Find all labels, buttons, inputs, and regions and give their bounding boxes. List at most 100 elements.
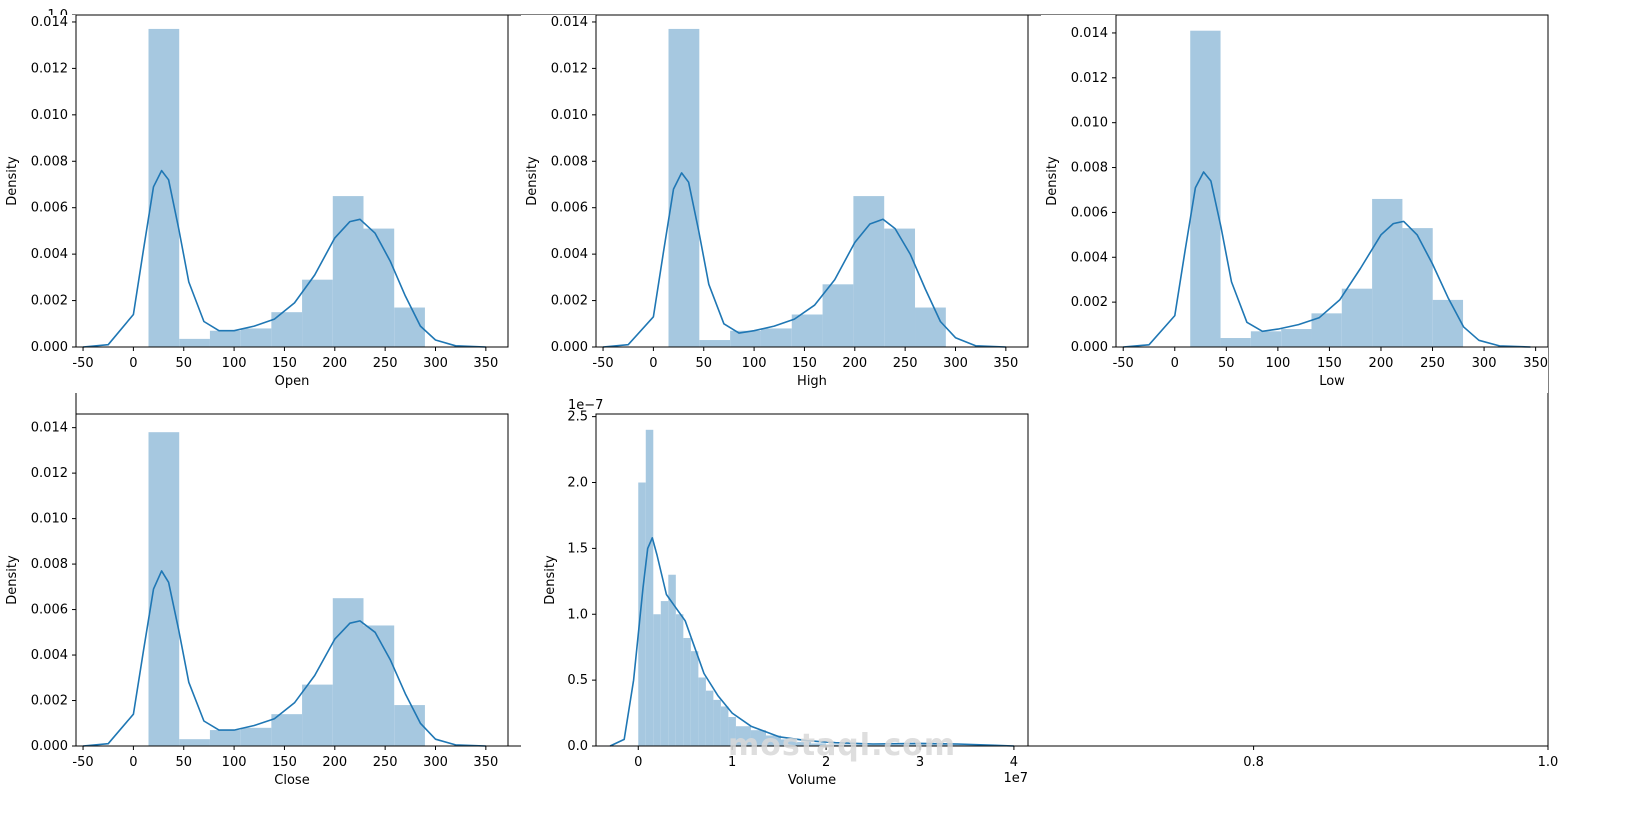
- ytick-label: 0.000: [31, 340, 68, 355]
- xtick-label: 0: [1171, 356, 1179, 371]
- ytick-label: 0.010: [551, 108, 588, 123]
- ytick-label: 0.008: [1071, 161, 1108, 176]
- histogram-bar: [1250, 331, 1282, 347]
- xtick-label: 300: [943, 356, 968, 371]
- ytick-label: 2.5: [567, 410, 588, 425]
- xtick-label: 1: [728, 755, 736, 770]
- xtick-label: 3: [916, 755, 924, 770]
- axes-frame: [1115, 14, 1549, 348]
- histogram-bar: [938, 744, 977, 746]
- histogram-bar: [394, 307, 425, 347]
- ytick-label: 0.010: [31, 108, 68, 123]
- xtick-label: 150: [272, 755, 297, 770]
- ytick-label: 1.5: [567, 541, 588, 556]
- kde-line: [602, 172, 1006, 348]
- ytick-label: 0.002: [1071, 295, 1108, 310]
- xtick-label: 100: [222, 356, 247, 371]
- ytick-label: 0.010: [31, 512, 68, 527]
- y-axis-label: Density: [5, 156, 20, 206]
- ytick-label: 0.014: [551, 15, 588, 30]
- histogram-bar: [394, 705, 425, 746]
- kde-line: [82, 169, 486, 348]
- histogram-bar: [683, 637, 691, 746]
- histogram-bar: [713, 699, 721, 746]
- xtick-label: 250: [373, 356, 398, 371]
- histogram-bar: [1341, 288, 1373, 347]
- x-axis-label: High: [797, 374, 827, 389]
- histogram-bar: [760, 328, 792, 347]
- histogram-bar: [884, 228, 916, 347]
- y-offset-label: 1e−7: [568, 398, 603, 413]
- subplot-close: -50 0 50 100 150 200 250 300 350 0.000 0.002 0.004 0…: [1, 413, 509, 792]
- histogram-bar: [698, 677, 706, 746]
- ytick-label: 0.014: [1071, 26, 1108, 41]
- histogram-bar: [1372, 198, 1403, 347]
- xtick-label: 350: [1523, 356, 1548, 371]
- histogram-bar: [240, 328, 272, 347]
- histogram-bar: [699, 340, 731, 347]
- ytick-label: 0.004: [31, 247, 68, 262]
- ytick-label: 0.004: [1071, 250, 1108, 265]
- watermark-logo: mostaql.com: [728, 728, 957, 763]
- xtick-label: 300: [1472, 356, 1497, 371]
- histogram-bar: [668, 28, 700, 348]
- ytick-label: 1.0: [567, 607, 588, 622]
- histogram-bar: [690, 651, 699, 746]
- kde-line: [609, 536, 1014, 747]
- histogram-bar: [1432, 299, 1464, 347]
- ytick-label: 0.002: [31, 694, 68, 709]
- histogram-bar: [1402, 228, 1433, 347]
- xtick-label: 0: [634, 755, 642, 770]
- histogram-bar: [796, 742, 812, 746]
- histogram-bar: [791, 314, 823, 347]
- xtick-label: 100: [742, 356, 767, 371]
- axes-frame: [595, 14, 1029, 348]
- ytick-label: 0.002: [551, 294, 588, 309]
- histogram-bar: [750, 730, 766, 746]
- axes-frame: [75, 413, 509, 747]
- xtick-label: -50: [592, 356, 613, 371]
- x-axis-label: Open: [275, 374, 310, 389]
- histogram-bar: [853, 196, 885, 347]
- ytick-label: 0.0: [567, 739, 588, 754]
- xtick-label: 250: [373, 755, 398, 770]
- histogram-bar: [705, 690, 714, 746]
- ytick-label: 0.006: [31, 201, 68, 216]
- xtick-label: 0: [129, 356, 137, 371]
- ytick-label: 0.004: [551, 247, 588, 262]
- histogram-bar: [915, 307, 946, 347]
- xtick-label: 350: [993, 356, 1018, 371]
- ytick-label: 0.010: [1071, 116, 1108, 131]
- xtick-label: -50: [72, 755, 93, 770]
- y-axis-label: Density: [543, 555, 558, 605]
- ytick-label: 0.012: [31, 61, 68, 76]
- ytick-label: 0.006: [1071, 205, 1108, 220]
- histogram-bar: [302, 684, 333, 746]
- ytick-label: 0.000: [1071, 340, 1108, 355]
- histogram-bar: [209, 330, 241, 347]
- y-axis-label: Density: [525, 156, 540, 206]
- subplot-high: -50 0 50 100 150 200 250 300 350 0.000 0.002 0.004 0…: [521, 14, 1029, 393]
- xtick-label: 100: [222, 755, 247, 770]
- histogram-bar: [728, 717, 736, 746]
- background-xtick-label: 1.0: [1538, 755, 1559, 770]
- subplot-open: -50 0 50 100 150 200 250 300 350 0.000 0.002 0.004 0…: [1, 14, 509, 393]
- xtick-label: 50: [175, 755, 192, 770]
- xtick-label: 300: [423, 356, 448, 371]
- xtick-label: 150: [1317, 356, 1342, 371]
- x-axis-label: Close: [274, 773, 309, 788]
- histogram-bar: [638, 482, 646, 746]
- histogram-bar: [645, 429, 654, 746]
- histogram-bar: [332, 196, 364, 347]
- xtick-label: 250: [1420, 356, 1445, 371]
- ytick-label: 0.008: [31, 557, 68, 572]
- histogram-bar: [240, 727, 272, 746]
- ytick-label: 0.012: [1071, 71, 1108, 86]
- histogram-bar: [668, 574, 676, 746]
- xtick-label: 200: [842, 356, 867, 371]
- ytick-label: 0.000: [551, 340, 588, 355]
- histogram-bar: [720, 706, 729, 746]
- ytick-label: 0.5: [567, 673, 588, 688]
- histogram-bar: [901, 744, 939, 746]
